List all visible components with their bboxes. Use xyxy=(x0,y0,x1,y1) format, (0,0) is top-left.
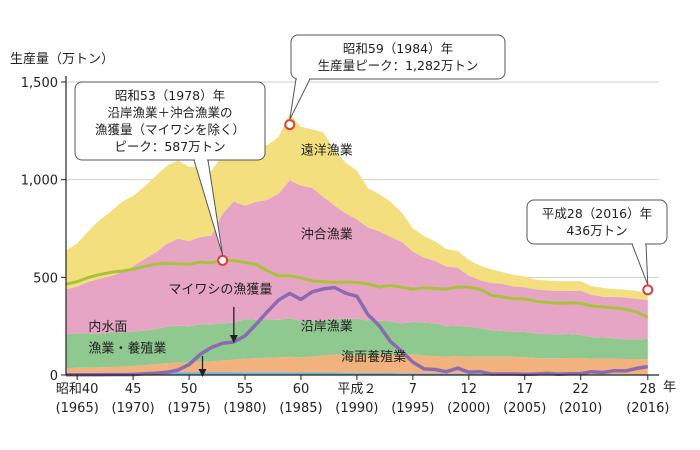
x-tick-label: 55 xyxy=(237,382,254,397)
callout-text: 平成28（2016）年 xyxy=(542,206,652,221)
x-tick-year: (2000) xyxy=(447,401,490,416)
callout-text: 昭和59（1984）年 xyxy=(343,41,453,56)
x-tick-label: 17 xyxy=(516,382,533,397)
peak-marker xyxy=(217,254,229,266)
callout-text: 生産量ピーク：1,282万トン xyxy=(318,58,479,73)
x-tick-label: 28 xyxy=(640,382,657,397)
x-tick-year: (1980) xyxy=(223,401,266,416)
stacked-areas xyxy=(66,81,659,375)
x-tick-year: (2005) xyxy=(503,401,546,416)
x-tick-year: (1970) xyxy=(112,401,155,416)
x-axis-unit: 年 xyxy=(663,380,676,395)
trend-lines xyxy=(65,258,649,377)
area-series-4 xyxy=(66,114,648,300)
area-series-3 xyxy=(66,180,648,340)
callout-text: 昭和53（1978）年 xyxy=(115,88,225,103)
x-tick-year: (2010) xyxy=(559,401,602,416)
x-tick-label: 22 xyxy=(572,382,589,397)
area-label: 漁業・養殖業 xyxy=(88,341,166,357)
y-tick-label: 1,000 xyxy=(21,174,58,189)
x-tick-label: 45 xyxy=(125,382,142,397)
x-tick-label: 平成２ xyxy=(337,382,376,397)
callout-box xyxy=(290,34,506,80)
area-label: マイワシの漁獲量 xyxy=(168,282,272,297)
y-tick-label: 0 xyxy=(50,369,58,384)
y-tick-label: 500 xyxy=(33,271,58,286)
peak-marker xyxy=(284,119,296,131)
peak-marker xyxy=(642,284,654,296)
x-tick-label: 12 xyxy=(461,382,478,397)
x-tick-year: (1995) xyxy=(391,401,434,416)
x-tick-label: 昭和40 xyxy=(56,382,99,397)
x-tick-year: (1975) xyxy=(167,401,210,416)
purple-line xyxy=(66,285,649,377)
y-tick-label: 1,500 xyxy=(21,76,58,91)
area-label: 海面養殖業 xyxy=(341,349,406,365)
callout-box xyxy=(526,199,668,245)
callout-box xyxy=(74,81,266,161)
callout-text: ピーク：587万トン xyxy=(114,139,225,154)
area-label: 内水面 xyxy=(88,319,127,335)
area-label: 沿岸漁業 xyxy=(301,318,353,334)
x-tick-label: 7 xyxy=(409,382,417,397)
callout-text: 沿岸漁業＋沖合漁業の xyxy=(107,105,232,120)
x-tick-label: 50 xyxy=(181,382,198,397)
callout-text: 436万トン xyxy=(566,223,627,238)
y-axis-title: 生産量（万トン） xyxy=(10,51,114,67)
callout-text: 漁獲量（マイワシを除く） xyxy=(95,122,245,137)
area-series-2 xyxy=(66,318,648,369)
green-line xyxy=(65,258,649,319)
sardine-pointer-arrow-head xyxy=(229,335,238,343)
inland-pointer-arrow-head xyxy=(198,369,207,377)
axes: 生産量（万トン） 年 0 500 1,000 1,500 昭和40 (1965) 45 (19… xyxy=(10,51,676,416)
area-label: 沖合漁業 xyxy=(301,226,353,242)
x-tick-year: (2016) xyxy=(626,401,669,416)
callout-pointer xyxy=(289,78,311,120)
callout-pointer xyxy=(631,243,649,286)
x-tick-year: (1990) xyxy=(335,401,378,416)
area-label: 遠洋漁業 xyxy=(301,142,353,158)
x-tick-year: (1985) xyxy=(279,401,322,416)
x-tick-label: 60 xyxy=(293,382,310,397)
area-series-1 xyxy=(66,354,648,375)
x-tick-year: (1965) xyxy=(56,401,99,416)
